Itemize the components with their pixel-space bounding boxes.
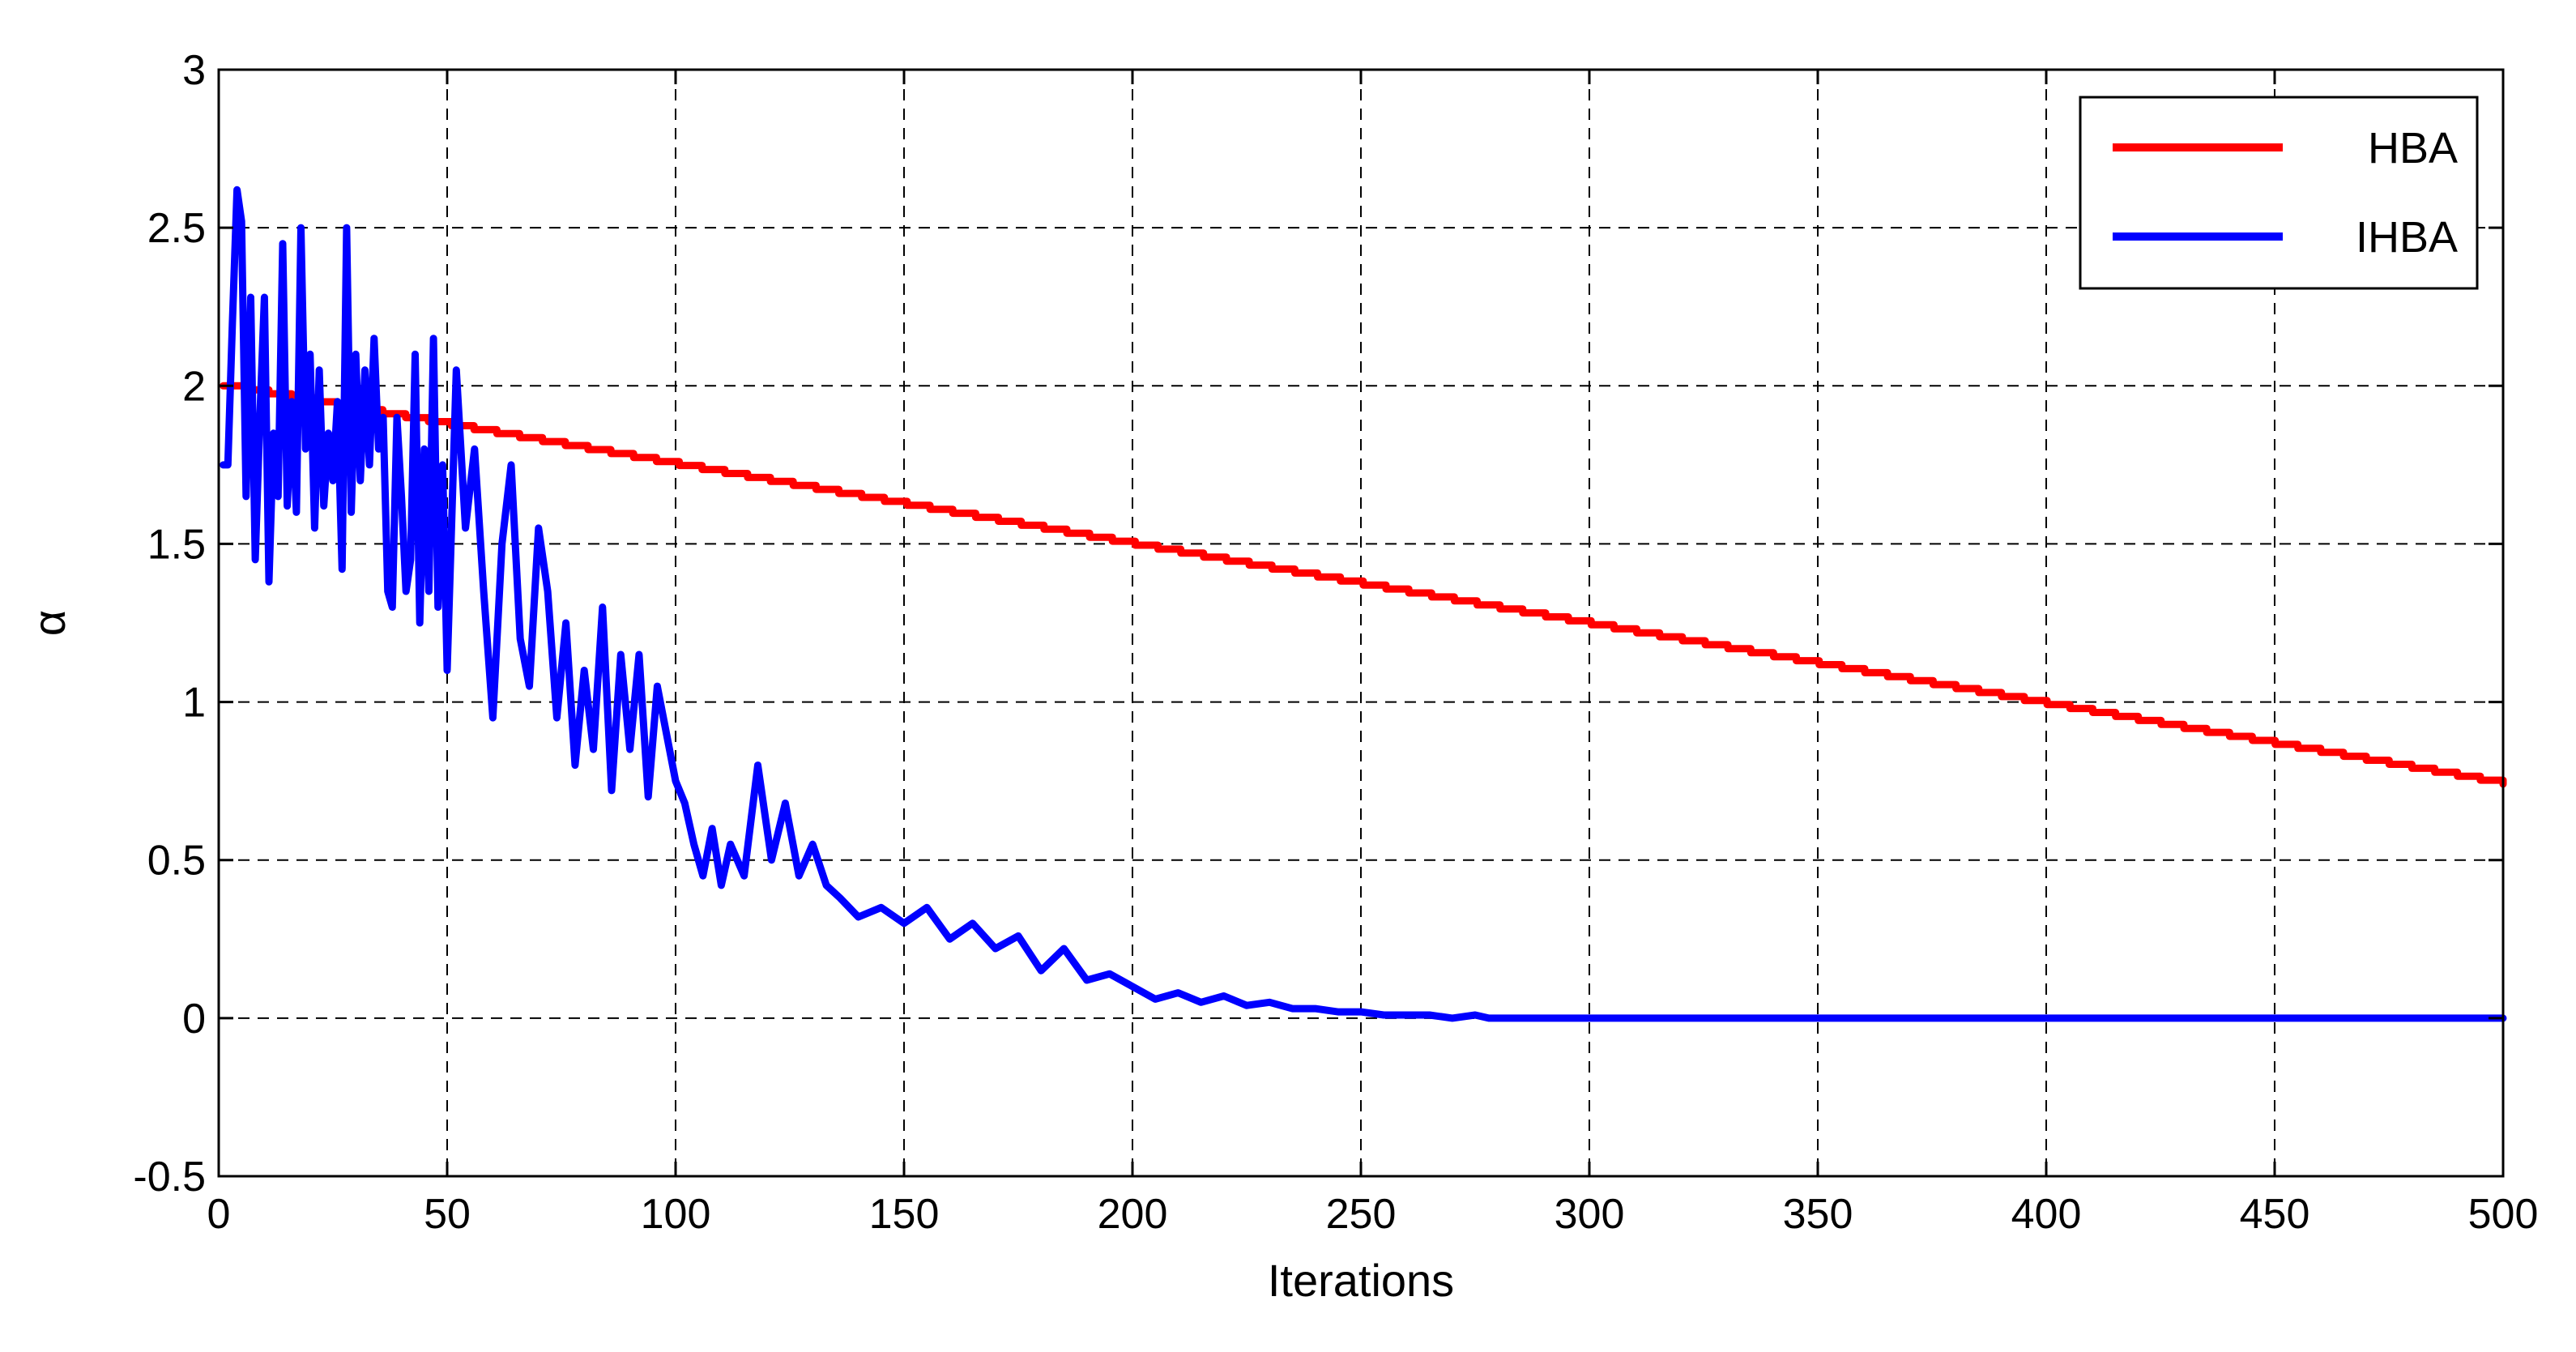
x-tick-labels: 0 50 100 150 200 250 300 350 400 450 500 (207, 1191, 2539, 1238)
y-tick-label: 2 (182, 363, 206, 410)
tick-marks (217, 68, 2505, 1178)
x-tick-label: 250 (1326, 1191, 1397, 1238)
x-tick-label: 200 (1098, 1191, 1168, 1238)
y-tick-label: 2.5 (147, 205, 206, 252)
series-line-hba (220, 382, 2507, 788)
legend-box (2079, 96, 2479, 290)
x-tick-label: 400 (2011, 1191, 2082, 1238)
y-tick-label: 0 (182, 996, 206, 1043)
x-tick-label: 300 (1555, 1191, 1625, 1238)
series-layer (220, 186, 2507, 1022)
y-tick-label: 1 (182, 680, 206, 727)
legend: HBA IHBA (2079, 96, 2479, 290)
y-tick-label: 3 (182, 47, 206, 94)
x-tick-label: 450 (2240, 1191, 2310, 1238)
x-tick-label: 150 (869, 1191, 940, 1238)
y-tick-labels: -0.5 0 0.5 1 1.5 2 2.5 3 (133, 47, 206, 1201)
legend-label-hba: HBA (2368, 124, 2458, 173)
y-tick-label: 1.5 (147, 521, 206, 568)
y-tick-label: -0.5 (133, 1154, 206, 1201)
x-tick-label: 500 (2468, 1191, 2539, 1238)
legend-label-ihba: IHBA (2356, 213, 2458, 262)
series-line-ihba (220, 186, 2507, 1022)
x-tick-label: 100 (641, 1191, 711, 1238)
x-axis-label: Iterations (1268, 1255, 1454, 1306)
y-tick-label: 0.5 (147, 838, 206, 885)
x-tick-label: 50 (424, 1191, 471, 1238)
x-tick-label: 350 (1783, 1191, 1853, 1238)
y-axis-label: α (23, 610, 75, 636)
x-tick-label: 0 (207, 1191, 231, 1238)
